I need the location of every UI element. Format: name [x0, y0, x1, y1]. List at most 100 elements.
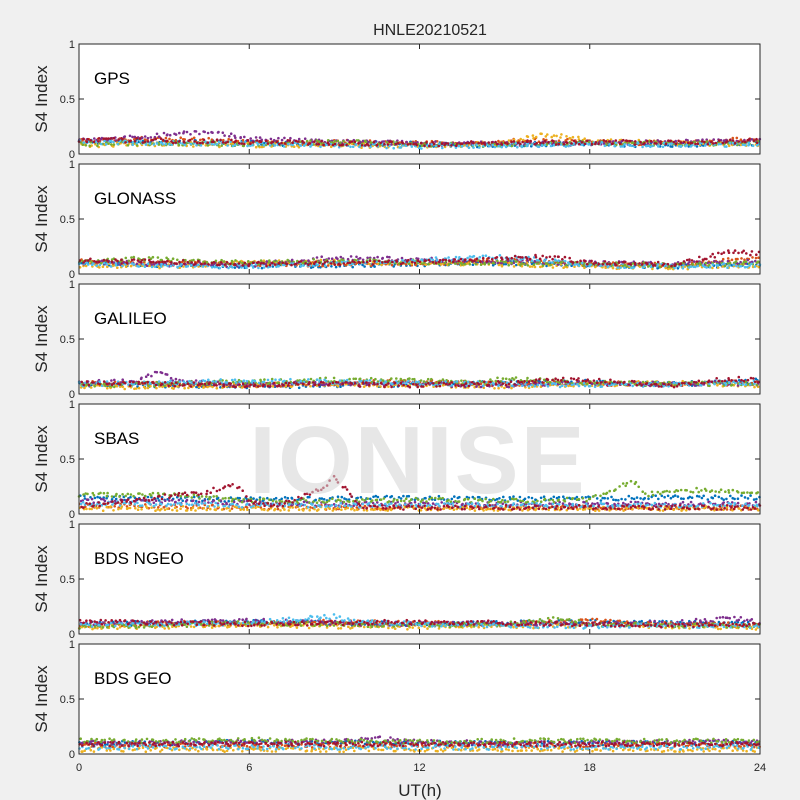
data-point [519, 258, 522, 261]
data-point [606, 262, 609, 266]
data-point [303, 378, 306, 382]
data-point [233, 378, 237, 382]
data-point [201, 265, 205, 268]
data-point [419, 141, 423, 145]
data-point [163, 381, 167, 384]
data-point [160, 371, 164, 375]
data-point [672, 140, 675, 144]
data-point [339, 141, 342, 144]
data-point [579, 259, 582, 263]
data-point [143, 140, 147, 144]
data-point [399, 377, 403, 381]
data-point [182, 262, 186, 266]
data-point [358, 377, 362, 381]
data-point [497, 144, 500, 148]
data-point [623, 143, 626, 146]
data-point [751, 144, 755, 148]
data-point [720, 252, 723, 256]
data-point [472, 146, 475, 149]
data-point [132, 258, 136, 261]
data-point [98, 383, 102, 386]
data-point [472, 254, 476, 258]
data-point [178, 131, 181, 135]
data-point [651, 144, 654, 148]
data-point [682, 260, 686, 263]
data-point [109, 139, 113, 143]
data-point [752, 139, 756, 143]
data-point [322, 143, 326, 147]
data-point [199, 144, 203, 147]
data-point [224, 141, 227, 145]
data-point [243, 142, 246, 146]
data-point [240, 142, 244, 145]
data-point [215, 386, 219, 390]
data-point [299, 260, 303, 263]
data-point [461, 263, 464, 266]
data-point [657, 145, 660, 148]
data-point [369, 145, 372, 149]
data-point [245, 266, 248, 270]
data-point [381, 379, 385, 382]
data-point [326, 260, 329, 263]
data-point [277, 383, 281, 387]
data-point [500, 143, 504, 146]
data-point [274, 378, 277, 382]
data-point [417, 380, 421, 384]
data-point [535, 141, 538, 145]
data-point [396, 382, 399, 385]
data-point [169, 379, 172, 383]
data-point [338, 144, 342, 147]
data-point [604, 140, 608, 143]
data-point [695, 262, 699, 266]
data-point [407, 379, 410, 383]
data-point [669, 142, 672, 146]
data-point [487, 256, 490, 260]
data-point [415, 383, 418, 387]
data-point [504, 262, 508, 266]
data-point [174, 381, 178, 384]
data-point [182, 380, 186, 383]
data-point [183, 386, 186, 390]
data-point [365, 383, 369, 387]
data-point [197, 259, 200, 263]
data-point [399, 381, 403, 385]
data-point [750, 138, 754, 141]
data-point [86, 263, 90, 266]
data-point [545, 264, 548, 268]
data-point [526, 264, 530, 267]
data-point [239, 136, 242, 139]
data-point [527, 385, 531, 388]
data-point [755, 137, 758, 141]
data-point [207, 378, 210, 382]
data-point [543, 143, 547, 147]
data-point [417, 146, 421, 150]
data-point [281, 383, 285, 387]
data-point [750, 262, 753, 266]
data-point [598, 140, 601, 143]
data-point [363, 265, 366, 268]
data-point [664, 142, 668, 146]
data-point [278, 142, 281, 146]
data-point [215, 138, 219, 141]
data-point [303, 137, 307, 140]
data-point [616, 266, 619, 270]
data-point [254, 136, 258, 139]
data-point [755, 253, 758, 256]
data-point [211, 380, 215, 383]
data-point [557, 259, 560, 263]
data-point [368, 262, 372, 266]
data-point [163, 263, 167, 267]
data-point [175, 262, 178, 265]
data-point [716, 264, 720, 267]
data-point [264, 139, 268, 143]
data-point [82, 383, 85, 387]
data-point [219, 378, 222, 381]
data-point [345, 143, 348, 147]
data-point [395, 260, 399, 263]
data-point [120, 262, 123, 265]
data-point [155, 386, 158, 390]
data-point [294, 262, 298, 266]
data-point [202, 138, 206, 142]
data-point [584, 260, 587, 263]
data-point [247, 260, 250, 263]
